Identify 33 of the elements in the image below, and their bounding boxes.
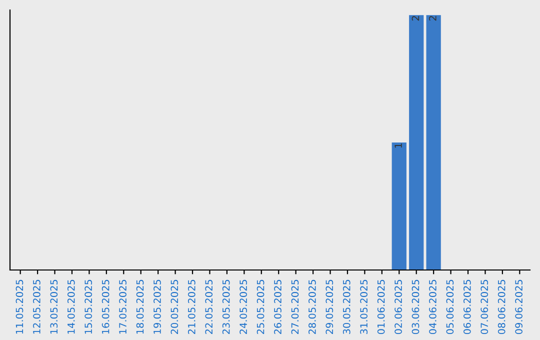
x-tick-label: 14.05.2025 — [67, 280, 75, 334]
x-tick-label: 15.05.2025 — [84, 280, 92, 334]
x-tick-label: 24.05.2025 — [240, 280, 247, 334]
x-tick-label: 01.06.2025 — [377, 280, 385, 334]
x-tick-label: 06.06.2025 — [463, 280, 471, 334]
x-tick-label: 02.06.2025 — [394, 280, 402, 334]
x-tick-label: 23.05.2025 — [222, 280, 230, 334]
x-tick-label: 17.05.2025 — [119, 280, 126, 334]
x-tick-label: 08.06.2025 — [498, 280, 506, 334]
x-tick-label: 29.05.2025 — [326, 280, 334, 334]
x-tick-label: 28.05.2025 — [308, 280, 316, 334]
x-tick-label: 27.05.2025 — [291, 280, 299, 334]
x-tick-label: 09.06.2025 — [515, 280, 522, 334]
x-tick-label: 07.06.2025 — [480, 280, 488, 334]
data-label: 1 — [394, 143, 402, 148]
x-tick-label: 04.06.2025 — [429, 280, 436, 334]
x-tick-label: 12.05.2025 — [33, 280, 40, 334]
x-tick-label: 20.05.2025 — [170, 280, 178, 334]
x-tick-label: 05.06.2025 — [446, 280, 454, 334]
x-tick-label: 03.06.2025 — [412, 280, 420, 334]
x-tick-label: 21.05.2025 — [188, 280, 196, 334]
x-tick-label: 31.05.2025 — [360, 280, 368, 334]
data-label: 2 — [412, 16, 420, 21]
x-tick-label: 11.05.2025 — [16, 280, 24, 334]
data-label: 2 — [429, 16, 436, 21]
x-tick-label: 26.05.2025 — [274, 280, 282, 334]
x-tick-label: 13.05.2025 — [50, 280, 58, 334]
x-tick-label: 16.05.2025 — [102, 280, 110, 334]
x-tick-label: 22.05.2025 — [205, 280, 213, 334]
x-tick-label: 18.05.2025 — [136, 280, 144, 334]
x-tick-label: 19.05.2025 — [154, 280, 161, 334]
x-tick-label: 25.05.2025 — [256, 280, 264, 334]
x-tick-label: 30.05.2025 — [342, 280, 350, 334]
